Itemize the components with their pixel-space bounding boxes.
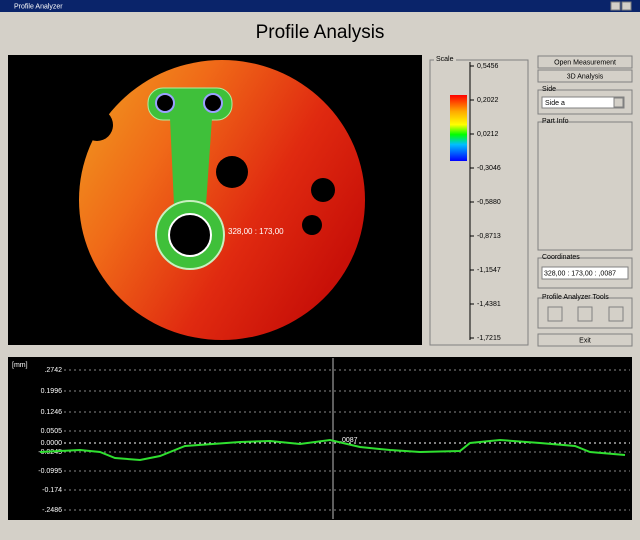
close-button[interactable] bbox=[621, 1, 632, 11]
open-button-label: Open Measurement bbox=[554, 59, 616, 66]
side-label: Side bbox=[542, 86, 556, 93]
y-tick-label: 0.0505 bbox=[41, 428, 63, 435]
tool-button[interactable] bbox=[547, 306, 563, 322]
scale-ticks: 0,5456 0,2022 0,0212 -0,3046 -0,5880 -0,8713 -… bbox=[470, 63, 501, 342]
analysis-button[interactable] bbox=[537, 69, 633, 83]
y-tick-label: 0.0000 bbox=[41, 440, 63, 447]
scale-tick-label: 0,5456 bbox=[477, 63, 499, 70]
tools-label: Profile Analyzer Tools bbox=[542, 294, 609, 301]
minimize-button[interactable] bbox=[610, 1, 621, 11]
tool-button[interactable] bbox=[608, 306, 624, 322]
scale-tick-label: 0,2022 bbox=[477, 97, 499, 104]
part-info-group bbox=[537, 121, 633, 251]
y-tick-label: -.2486 bbox=[42, 507, 62, 514]
scale-tick-label: -1,1547 bbox=[477, 267, 501, 274]
tools-group bbox=[537, 297, 633, 329]
window-title: Profile Analyzer bbox=[14, 3, 63, 10]
scale-tick-label: -1,4381 bbox=[477, 301, 501, 308]
coordinates-group bbox=[537, 257, 633, 289]
profile-panel bbox=[8, 357, 632, 520]
tool-button[interactable] bbox=[577, 306, 593, 322]
open-button[interactable] bbox=[537, 55, 633, 69]
scale-group bbox=[429, 59, 529, 346]
y-tick-label: -0.0995 bbox=[38, 468, 62, 475]
part-image bbox=[79, 60, 365, 340]
scale-tick-label: -1,7215 bbox=[477, 335, 501, 342]
exit-button-label: Exit bbox=[579, 337, 591, 344]
coordinates-field bbox=[541, 266, 629, 280]
y-tick-label: .2742 bbox=[44, 367, 62, 374]
exit-button[interactable] bbox=[537, 333, 633, 347]
unit-label: [mm] bbox=[12, 362, 28, 369]
scale-tick-label: 0,0212 bbox=[477, 131, 499, 138]
y-tick-label: 0.1996 bbox=[41, 388, 63, 395]
coordinates-label: Coordinates bbox=[542, 254, 580, 261]
scale-tick-label: -0,3046 bbox=[477, 165, 501, 172]
scale-tick-label: -0,8713 bbox=[477, 233, 501, 240]
coordinates-value: 328,00 : 173,00 : ,0087 bbox=[544, 270, 616, 277]
profile-line bbox=[39, 438, 626, 462]
side-value: Side a bbox=[545, 100, 565, 107]
y-tick-label: 0.1246 bbox=[41, 409, 63, 416]
scale-label: Scale bbox=[436, 56, 454, 63]
analysis-button-label: 3D Analysis bbox=[567, 73, 604, 80]
y-tick-label: -0.174 bbox=[42, 487, 62, 494]
scale-tick-label: -0,5880 bbox=[477, 199, 501, 206]
side-combo[interactable] bbox=[541, 96, 625, 109]
cursor-value: .0087 bbox=[340, 437, 358, 444]
title-bar bbox=[0, 0, 640, 12]
cursor-label: 328,00 : 173,00 bbox=[228, 227, 284, 236]
heading: Profile Analysis bbox=[256, 22, 385, 43]
color-bar bbox=[450, 95, 467, 161]
side-group bbox=[537, 89, 633, 115]
part-info-label: Part Info bbox=[542, 118, 569, 125]
